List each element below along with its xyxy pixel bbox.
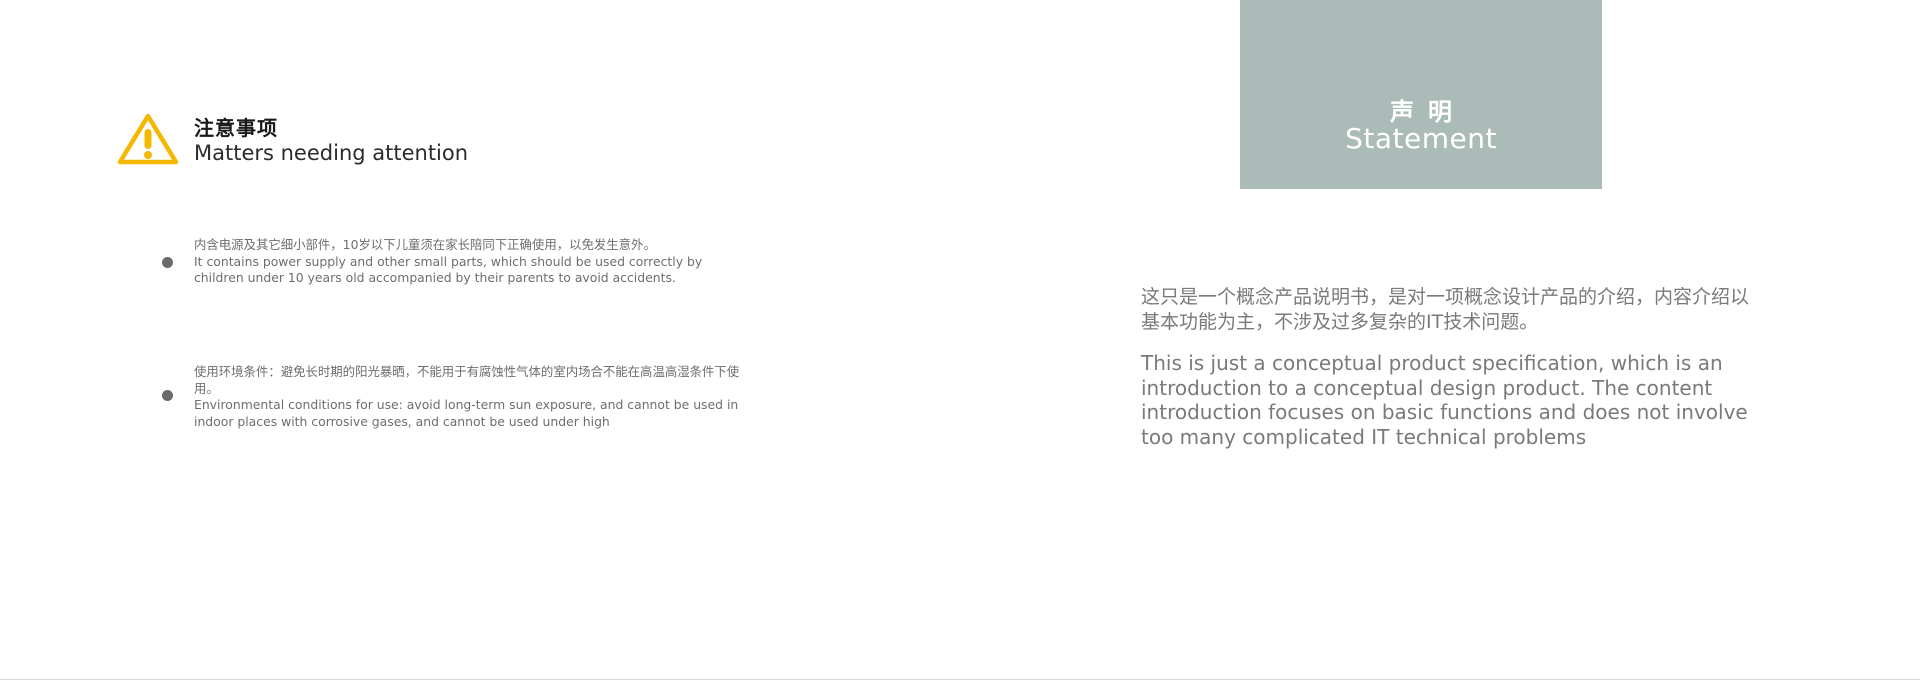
note-text: 使用环境条件：避免长时期的阳光暴晒，不能用于有腐蚀性气体的室内场合不能在高温高湿… xyxy=(194,364,740,430)
statement-body-cn: 这只是一个概念产品说明书，是对一项概念设计产品的介绍，内容介绍以基本功能为主，不… xyxy=(1141,286,1750,333)
statement-body-en: This is just a conceptual product specif… xyxy=(1141,351,1748,449)
statement-header-box: 声明 Statement xyxy=(1240,0,1602,189)
attention-title-en: Matters needing attention xyxy=(194,141,469,165)
attention-title-cn: 注意事项 xyxy=(194,116,278,140)
statement-title-en: Statement xyxy=(1345,122,1497,155)
note-item: 使用环境条件：避免长时期的阳光暴晒，不能用于有腐蚀性气体的室内场合不能在高温高湿… xyxy=(160,364,740,430)
statement-body: 这只是一个概念产品说明书，是对一项概念设计产品的介绍，内容介绍以基本功能为主，不… xyxy=(1141,285,1751,449)
warning-icon xyxy=(117,113,179,165)
note-text-cn: 使用环境条件：避免长时期的阳光暴晒，不能用于有腐蚀性气体的室内场合不能在高温高湿… xyxy=(194,364,740,396)
attention-heading: 注意事项 Matters needing attention xyxy=(194,116,468,166)
note-text-cn: 内含电源及其它细小部件，10岁以下儿童须在家长陪同下正确使用，以免发生意外。 xyxy=(194,237,656,252)
note-text: 内含电源及其它细小部件，10岁以下儿童须在家长陪同下正确使用，以免发生意外。 I… xyxy=(194,237,740,287)
note-text-en: It contains power supply and other small… xyxy=(194,253,703,286)
bullet-dot xyxy=(162,390,173,401)
note-text-en: Environmental conditions for use: avoid … xyxy=(194,397,739,429)
bullet-dot xyxy=(162,257,173,268)
statement-title-cn: 声明 xyxy=(1390,98,1466,126)
note-item: 内含电源及其它细小部件，10岁以下儿童须在家长陪同下正确使用，以免发生意外。 I… xyxy=(160,237,740,287)
